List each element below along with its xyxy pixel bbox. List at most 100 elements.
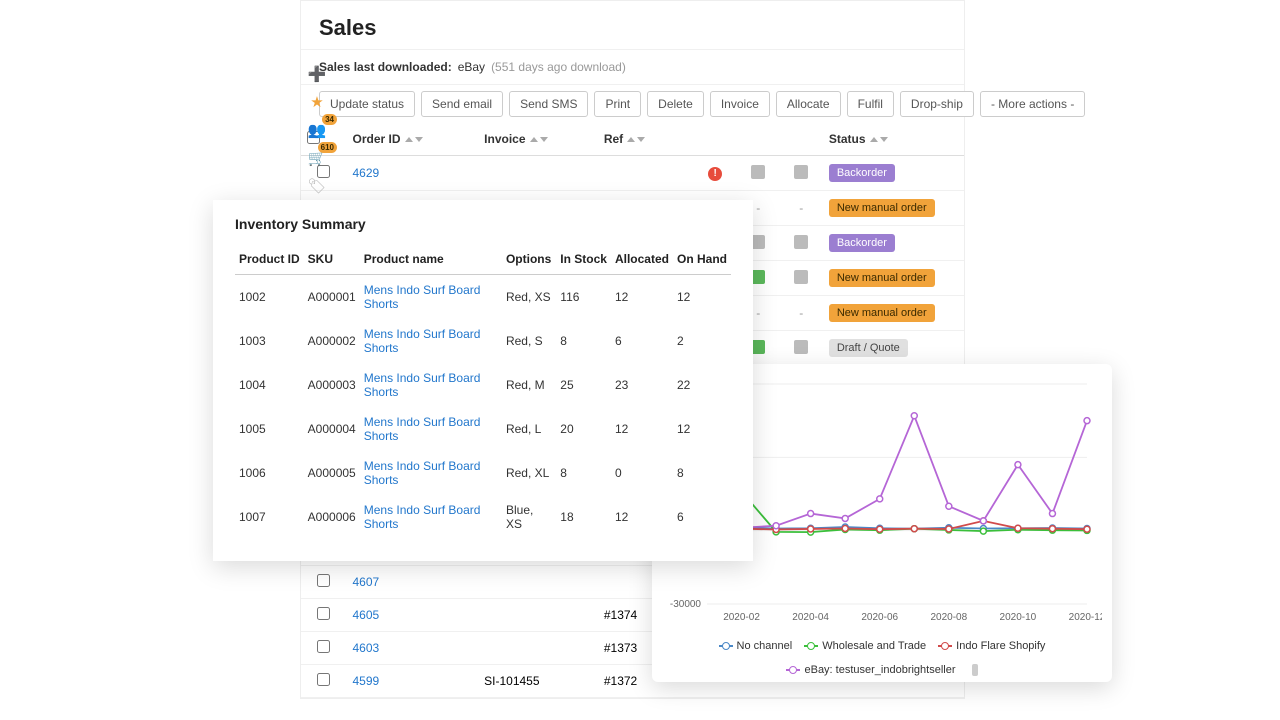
dash-icon: - [799,201,803,215]
legend-item[interactable]: Indo Flare Shopify [938,640,1045,652]
invoice-cell [478,599,598,632]
sales-subheader: Sales last downloaded: eBay (551 days ag… [301,49,964,84]
sort-icon [627,137,645,142]
sub-days: (551 days ago download) [491,60,626,74]
status-icon [751,270,765,284]
dash-icon: - [756,201,760,215]
legend-scrollbar[interactable] [972,664,978,676]
inv-row: 1002A000001Mens Indo Surf Board ShortsRe… [235,275,731,320]
toolbar-btn--more-actions-[interactable]: - More actions - [980,91,1085,117]
order-link[interactable]: 4607 [352,575,379,589]
sort-icon [870,137,888,142]
order-link[interactable]: 4629 [352,166,379,180]
invoice-cell: SI-101455 [478,665,598,698]
chart-legend: No channel Wholesale and Trade Indo Flare … [662,634,1102,676]
invoice-cell [478,566,598,599]
row-checkbox[interactable] [317,640,330,653]
status-badge: New manual order [829,199,935,217]
users-icon[interactable]: 👥34 [307,120,327,140]
product-link[interactable]: Mens Indo Surf Board Shorts [364,283,481,311]
toolbar-btn-drop-ship[interactable]: Drop-ship [900,91,974,117]
inventory-title: Inventory Summary [235,216,731,232]
legend-item[interactable]: No channel [719,640,793,652]
cart-icon[interactable]: 🛒610 [307,148,327,168]
status-badge: New manual order [829,304,935,322]
col-order-header[interactable]: Order ID [346,123,478,156]
inv-col-header: Allocated [611,244,673,275]
status-icon [794,165,808,179]
svg-text:2020-12: 2020-12 [1069,612,1102,623]
toolbar-btn-invoice[interactable]: Invoice [710,91,770,117]
star-icon[interactable]: ★ [307,92,327,112]
inv-col-header: On Hand [673,244,731,275]
inv-row: 1004A000003Mens Indo Surf Board ShortsRe… [235,363,731,407]
product-link[interactable]: Mens Indo Surf Board Shorts [364,503,481,531]
inv-row: 1003A000002Mens Indo Surf Board ShortsRe… [235,319,731,363]
inv-col-header: In Stock [556,244,611,275]
inv-row: 1007A000006Mens Indo Surf Board ShortsBl… [235,495,731,539]
add-icon[interactable]: ➕ [307,64,327,84]
sort-icon [530,137,548,142]
status-icon [794,340,808,354]
rail-badge: 34 [322,114,337,125]
col-invoice-header[interactable]: Invoice [478,123,598,156]
legend-marker-icon [938,642,952,650]
row-checkbox[interactable] [317,574,330,587]
toolbar-btn-fulfil[interactable]: Fulfil [847,91,894,117]
alert-icon: ! [708,167,722,181]
invoice-cell [478,632,598,665]
order-link[interactable]: 4605 [352,608,379,622]
status-badge: Draft / Quote [829,339,908,357]
product-link[interactable]: Mens Indo Surf Board Shorts [364,327,481,355]
legend-marker-icon [804,642,818,650]
legend-marker-icon [719,642,733,650]
toolbar-btn-send-sms[interactable]: Send SMS [509,91,588,117]
inv-col-header: Product ID [235,244,304,275]
order-link[interactable]: 4599 [352,674,379,688]
status-badge: Backorder [829,234,895,252]
ref-cell [598,156,694,191]
sort-icon [405,137,423,142]
chart-series [707,416,1087,528]
col-status-header[interactable]: Status [823,123,964,156]
status-icon [751,165,765,179]
status-icon [794,270,808,284]
row-checkbox[interactable] [317,607,330,620]
table-row: 4629!Backorder [301,156,964,191]
dash-icon: - [756,306,760,320]
svg-text:2020-08: 2020-08 [930,612,967,623]
toolbar-btn-send-email[interactable]: Send email [421,91,503,117]
legend-item[interactable]: Wholesale and Trade [804,640,926,652]
status-icon [751,235,765,249]
svg-text:2020-04: 2020-04 [792,612,829,623]
svg-text:2020-10: 2020-10 [1000,612,1037,623]
invoice-cell [478,156,598,191]
row-checkbox[interactable] [317,673,330,686]
product-link[interactable]: Mens Indo Surf Board Shorts [364,459,481,487]
inv-col-header: Options [502,244,556,275]
legend-item[interactable]: eBay: testuser_indobrightseller [786,664,955,676]
status-badge: New manual order [829,269,935,287]
tag-icon[interactable]: 🏷 [307,176,327,196]
toolbar-btn-delete[interactable]: Delete [647,91,704,117]
inventory-table: Product IDSKUProduct nameOptionsIn Stock… [235,244,731,539]
sub-source: eBay [458,60,485,74]
sales-toolbar: Update statusSend emailSend SMSPrintDele… [301,84,964,123]
status-icon [751,340,765,354]
toolbar-btn-update-status[interactable]: Update status [319,91,415,117]
product-link[interactable]: Mens Indo Surf Board Shorts [364,371,481,399]
inventory-summary-card: Inventory Summary Product IDSKUProduct n… [213,200,753,561]
legend-marker-icon [786,666,800,674]
dash-icon: - [799,306,803,320]
order-link[interactable]: 4603 [352,641,379,655]
toolbar-btn-allocate[interactable]: Allocate [776,91,841,117]
svg-text:-30000: -30000 [670,599,702,610]
inv-col-header: Product name [360,244,502,275]
toolbar-btn-print[interactable]: Print [594,91,641,117]
product-link[interactable]: Mens Indo Surf Board Shorts [364,415,481,443]
svg-text:2020-06: 2020-06 [861,612,898,623]
inv-col-header: SKU [304,244,360,275]
col-ref-header[interactable]: Ref [598,123,694,156]
rail-badge: 610 [318,142,337,153]
svg-text:2020-02: 2020-02 [723,612,760,623]
